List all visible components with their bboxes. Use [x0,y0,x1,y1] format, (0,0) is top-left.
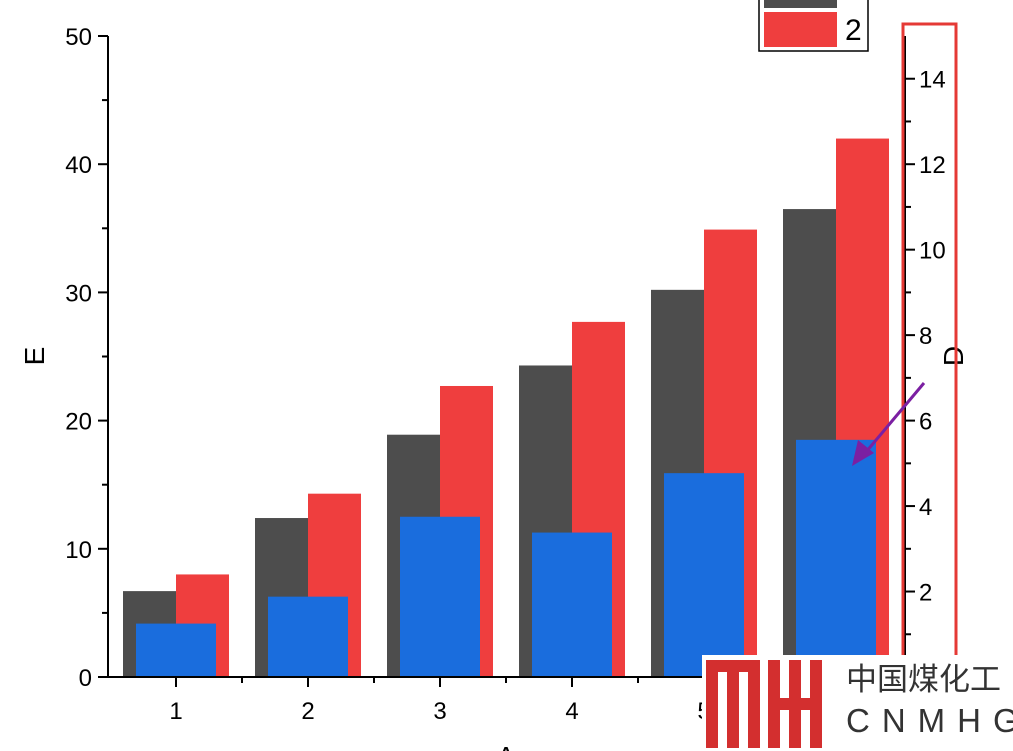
y-tick-label-0: 0 [79,665,92,692]
y2-tick-label-6: 6 [919,409,932,436]
annotation-arrow [852,382,926,466]
y-tick-label-20: 20 [65,409,92,436]
watermark-chinese-text: 中国煤化工 [846,662,1001,697]
mark-bar [727,660,739,748]
y2-tick-label-2: 2 [919,580,932,607]
mark-bar [748,660,760,748]
mark-bar [768,698,822,710]
watermark-logo: 中国煤化工 CNMHG [702,655,1013,751]
bars-layer [123,138,889,677]
legend-swatch-series-2 [764,12,837,47]
annotation-arrow-shaft [864,382,926,453]
legend: 2 [758,0,869,52]
right-axis-highlight-frame [901,22,958,726]
annotation-arrow-head [852,440,874,466]
y-axis-title: E [19,347,50,366]
y2-tick-label-4: 4 [919,494,932,521]
bar-series-right-5 [664,473,744,677]
bar-series-right-2 [268,596,348,677]
bar-series-right-3 [400,516,480,677]
y2-tick-label-14: 14 [919,67,946,94]
mark-bar [706,660,760,672]
bar-series-right-1 [136,623,216,677]
y-tick-label-10: 10 [65,537,92,564]
y-tick-label-50: 50 [65,24,92,51]
legend-swatch-series-1 [764,0,837,8]
ticks-layer: 010203040502468101214123456 [65,24,945,725]
y-tick-label-30: 30 [65,280,92,307]
x-tick-label-3: 3 [433,698,446,725]
y2-tick-label-12: 12 [919,152,946,179]
y2-axis-title: D [938,346,969,366]
y2-tick-label-10: 10 [919,238,946,265]
bar-series-right-6 [796,439,876,677]
bar-series-right-4 [532,532,612,677]
x-tick-label-2: 2 [301,698,314,725]
x-tick-label-4: 4 [565,698,578,725]
y-tick-label-40: 40 [65,152,92,179]
mark-bar [706,660,718,748]
watermark-latin-text: CNMHG [846,702,1013,739]
x-tick-label-1: 1 [169,698,182,725]
y2-tick-label-8: 8 [919,323,932,350]
legend-label-series-2: 2 [845,14,862,47]
x-axis-title: A [497,741,516,751]
watermark-mh-mark [706,660,822,748]
